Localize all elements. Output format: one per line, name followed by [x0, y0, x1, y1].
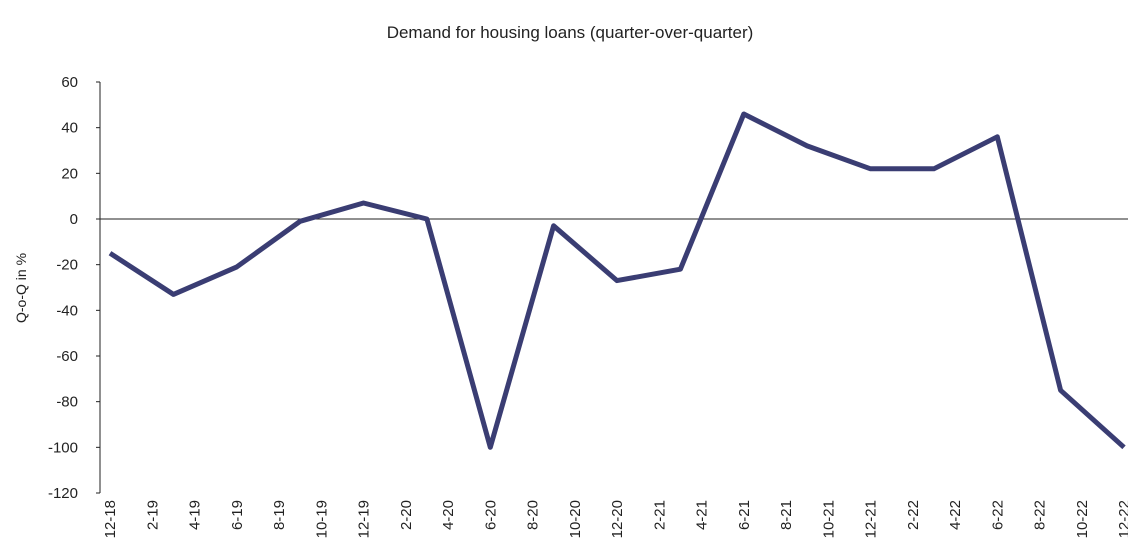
x-tick-label: 12-21	[863, 500, 880, 538]
x-tick-label: 10-20	[567, 500, 584, 538]
x-tick-label: 2-20	[398, 500, 415, 530]
x-tick-label: 10-21	[820, 500, 837, 538]
x-tick-label: 2-21	[651, 500, 668, 530]
y-tick-label: -120	[48, 485, 78, 502]
x-tick-label: 4-19	[187, 500, 204, 530]
x-tick-label: 4-21	[694, 500, 711, 530]
x-tick-label: 10-22	[1074, 500, 1091, 538]
y-tick-label: -100	[48, 439, 78, 456]
y-tick-label: 20	[61, 165, 78, 182]
y-tick-label: -40	[56, 302, 78, 319]
y-tick-label: -60	[56, 348, 78, 365]
x-tick-label: 12-18	[102, 500, 119, 538]
y-tick-label: 40	[61, 120, 78, 137]
y-tick-label: 60	[61, 74, 78, 91]
x-tick-label: 6-20	[482, 500, 499, 530]
y-tick-label: 0	[70, 211, 78, 228]
x-tick-label: 8-19	[271, 500, 288, 530]
y-axis-label: Q-o-Q in %	[13, 253, 29, 323]
x-tick-label: 4-22	[947, 500, 964, 530]
x-tick-label: 8-21	[778, 500, 795, 530]
x-tick-label: 2-19	[144, 500, 161, 530]
x-tick-label: 8-22	[1032, 500, 1049, 530]
x-tick-label: 8-20	[525, 500, 542, 530]
x-tick-label: 12-20	[609, 500, 626, 538]
chart-title: Demand for housing loans (quarter-over-q…	[387, 23, 754, 42]
y-tick-label: -80	[56, 394, 78, 411]
x-tick-label: 10-19	[313, 500, 330, 538]
x-tick-label: 6-19	[229, 500, 246, 530]
data-line	[108, 111, 1126, 450]
x-tick-label: 12-22	[1116, 500, 1128, 538]
x-tick-label: 12-19	[356, 500, 373, 538]
x-tick-label: 2-22	[905, 500, 922, 530]
x-tick-label: 4-20	[440, 500, 457, 530]
y-tick-label: -20	[56, 257, 78, 274]
x-tick-label: 6-21	[736, 500, 753, 530]
x-tick-label: 6-22	[989, 500, 1006, 530]
